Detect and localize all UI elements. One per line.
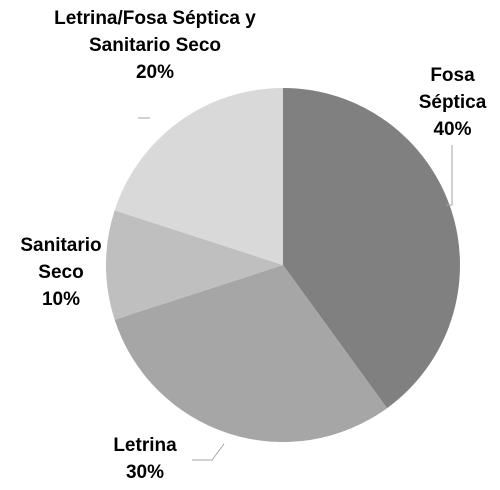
leader-line [192, 443, 225, 461]
leader-line [446, 145, 453, 206]
pie-slice [106, 210, 283, 320]
category-label: Letrina/Fosa Séptica y Sanitario Seco [54, 8, 256, 56]
value-label: 30% [125, 462, 165, 483]
slice-label: Letrina 30% [95, 432, 195, 486]
category-label: Sanitario Seco [20, 235, 102, 283]
value-label: 20% [135, 62, 175, 83]
value-label: 10% [41, 289, 81, 310]
slice-label: Sanitario Seco 10% [5, 232, 117, 313]
pie-slice [283, 88, 460, 409]
slices [106, 88, 460, 442]
slice-label: Letrina/Fosa Séptica y Sanitario Seco 20… [15, 5, 295, 86]
pie-slice [114, 265, 388, 442]
category-label: Letrina [113, 435, 177, 456]
value-label: 40% [433, 119, 472, 140]
pie-slice [114, 88, 283, 265]
slice-label: Fosa Séptica 40% [405, 62, 500, 143]
category-label: Fosa Séptica [418, 65, 487, 113]
